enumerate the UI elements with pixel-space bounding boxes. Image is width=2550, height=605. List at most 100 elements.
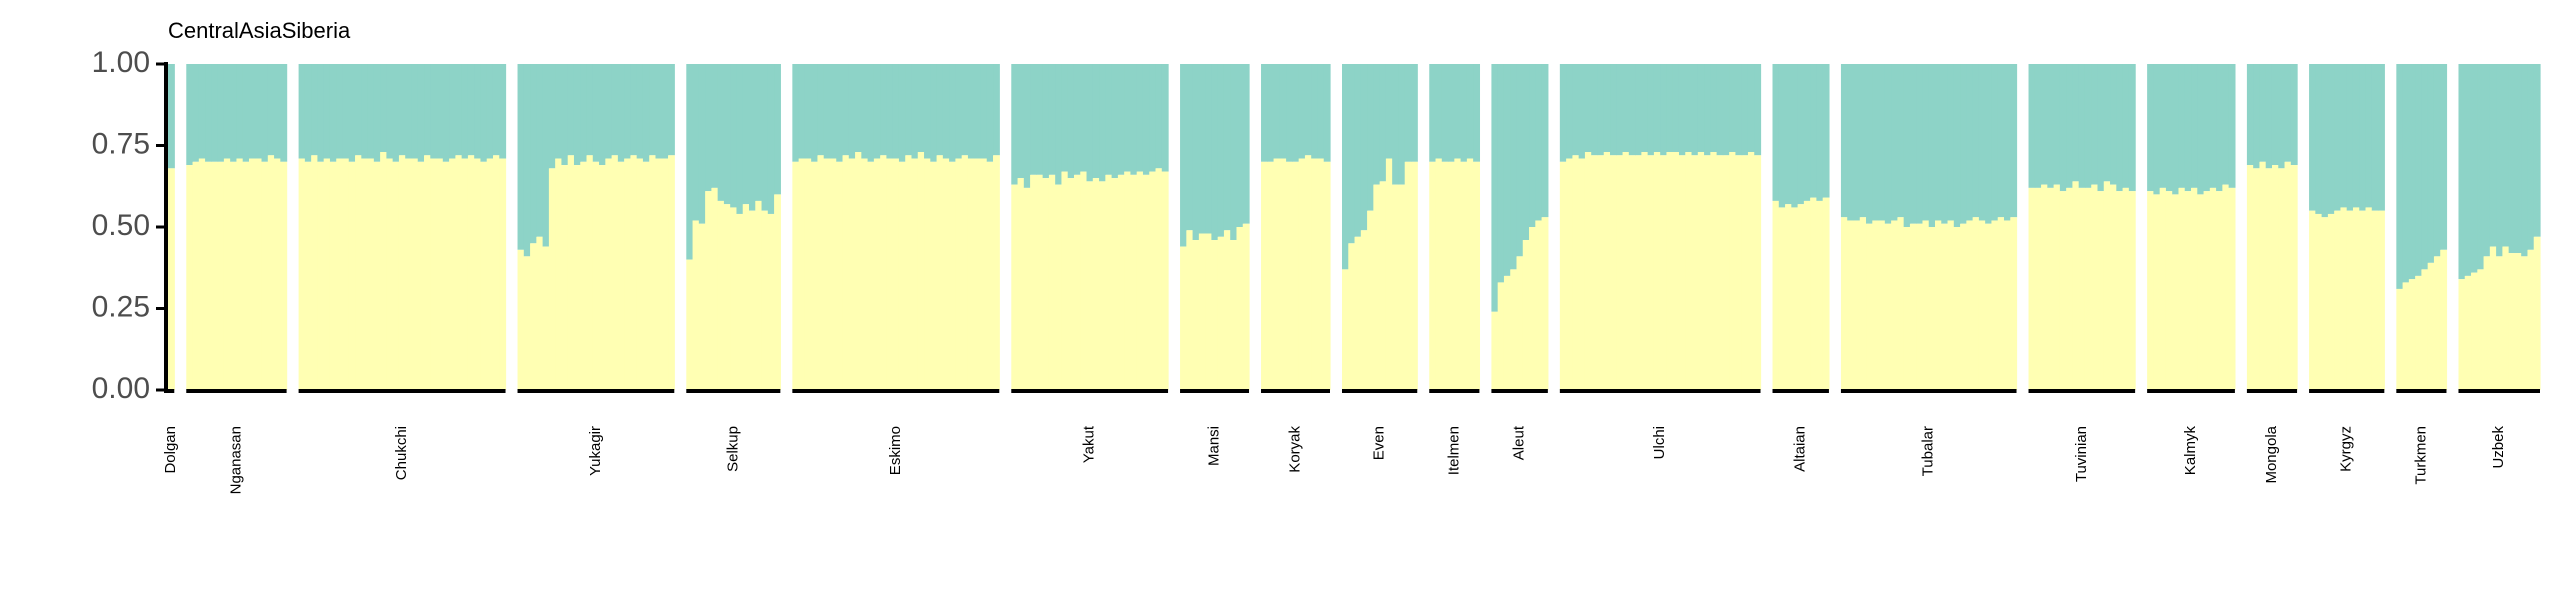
bar-segment-component-1	[248, 158, 256, 390]
bar-segment-component-1	[1853, 220, 1861, 390]
bar-segment-component-1	[355, 155, 362, 390]
bar-segment-component-2	[242, 64, 250, 162]
group-yukagir	[517, 64, 675, 390]
bar-segment-component-1	[1073, 174, 1081, 390]
bar-segment-component-1	[2078, 187, 2086, 390]
bar-segment-component-2	[1017, 64, 1025, 179]
bar-segment-component-2	[1685, 64, 1693, 153]
bar-segment-component-1	[1822, 197, 1830, 390]
group-altaian	[1772, 64, 1830, 390]
bar-segment-component-2	[1891, 64, 1898, 221]
bar-segment-component-1	[2502, 246, 2510, 390]
bar-segment-component-2	[599, 64, 606, 166]
bar-segment-component-1	[592, 161, 600, 390]
bar-segment-component-2	[1810, 64, 1817, 198]
bar-segment-component-2	[661, 64, 669, 159]
bar-segment-component-1	[1149, 171, 1157, 390]
bar-segment-component-2	[342, 64, 350, 159]
bar-segment-component-1	[1535, 220, 1543, 390]
bar-segment-component-2	[980, 64, 988, 159]
bar-segment-component-2	[2191, 64, 2198, 188]
bar-segment-component-1	[1909, 223, 1917, 390]
bar-segment-component-2	[886, 64, 894, 159]
bar-segment-component-2	[1916, 64, 1924, 224]
bar-segment-component-1	[198, 158, 206, 390]
bar-segment-component-2	[1678, 64, 1686, 156]
bar-segment-component-2	[455, 64, 463, 156]
bar-segment-component-2	[467, 64, 475, 156]
bar-segment-component-2	[2066, 64, 2074, 188]
bar-segment-component-2	[1149, 64, 1157, 172]
bar-segment-component-2	[1311, 64, 1319, 159]
bar-segment-component-1	[1192, 240, 1200, 390]
bar-segment-component-1	[586, 155, 594, 390]
bar-segment-component-1	[2159, 187, 2167, 390]
bar-segment-component-1	[1584, 152, 1592, 390]
bar-segment-component-2	[536, 64, 544, 237]
bar-segment-component-1	[2365, 207, 2373, 390]
bar-segment-component-1	[1067, 178, 1075, 390]
bar-segment-component-1	[1960, 223, 1967, 390]
group-label: Tubalar	[1920, 426, 1937, 476]
bar-segment-component-2	[930, 64, 938, 162]
bar-segment-component-1	[430, 158, 438, 390]
bar-segment-component-2	[961, 64, 969, 156]
bar-segment-component-1	[2433, 256, 2441, 390]
bar-segment-component-2	[2278, 64, 2286, 169]
bar-segment-component-1	[1497, 282, 1505, 390]
bar-segment-component-1	[1797, 204, 1805, 390]
bar-segment-component-2	[1716, 64, 1724, 156]
bar-segment-component-2	[917, 64, 925, 153]
bar-segment-component-1	[1124, 171, 1132, 390]
bar-segment-component-1	[255, 158, 263, 390]
bar-segment-component-1	[523, 256, 531, 390]
bar-segment-component-2	[1928, 64, 1936, 227]
bar-segment-component-2	[2464, 64, 2472, 276]
bar-segment-component-1	[2197, 194, 2205, 390]
bar-segment-component-2	[1073, 64, 1081, 175]
bar-segment-component-1	[1441, 161, 1449, 390]
bar-segment-component-2	[255, 64, 263, 159]
bar-segment-component-1	[1928, 227, 1936, 390]
bar-segment-component-1	[1859, 217, 1867, 390]
bar-segment-component-2	[955, 64, 963, 159]
bar-segment-component-2	[2047, 64, 2055, 188]
bar-segment-component-1	[1816, 200, 1824, 390]
bar-segment-component-1	[755, 200, 763, 390]
bar-segment-component-2	[2209, 64, 2217, 188]
bar-segment-component-1	[2184, 191, 2192, 390]
bar-segment-component-2	[1497, 64, 1505, 283]
bar-segment-component-2	[1448, 64, 1455, 162]
bar-segment-component-2	[1697, 64, 1705, 153]
bar-segment-component-1	[2147, 191, 2154, 390]
bar-segment-component-1	[417, 161, 425, 390]
bar-segment-component-2	[2003, 64, 2011, 221]
bar-segment-component-2	[1042, 64, 1050, 179]
bar-segment-component-1	[317, 161, 325, 390]
bar-segment-component-1	[1398, 184, 1406, 390]
bar-segment-component-2	[2072, 64, 2080, 182]
bar-segment-component-2	[1578, 64, 1586, 159]
bar-segment-component-2	[480, 64, 488, 162]
bar-segment-component-1	[567, 155, 575, 390]
bar-segment-component-2	[1092, 64, 1100, 179]
bar-segment-component-2	[2216, 64, 2223, 192]
bar-segment-component-1	[1130, 174, 1138, 390]
bar-segment-component-2	[1036, 64, 1044, 175]
bar-segment-component-2	[842, 64, 850, 156]
bar-segment-component-2	[1559, 64, 1567, 162]
bar-segment-component-1	[1011, 184, 1019, 390]
bar-segment-component-1	[348, 161, 356, 390]
bar-segment-component-1	[2253, 168, 2261, 390]
bar-segment-component-2	[1186, 64, 1194, 231]
bar-segment-component-2	[1847, 64, 1855, 221]
bar-segment-component-1	[411, 158, 419, 390]
bar-segment-component-1	[2521, 256, 2529, 390]
bar-segment-component-2	[1385, 64, 1393, 159]
bar-segment-component-2	[2502, 64, 2510, 247]
bar-segment-component-2	[2408, 64, 2416, 280]
bar-segment-component-1	[1666, 152, 1674, 390]
bar-segment-component-2	[898, 64, 906, 162]
bar-segment-component-2	[1142, 64, 1150, 175]
bar-segment-component-2	[967, 64, 975, 159]
